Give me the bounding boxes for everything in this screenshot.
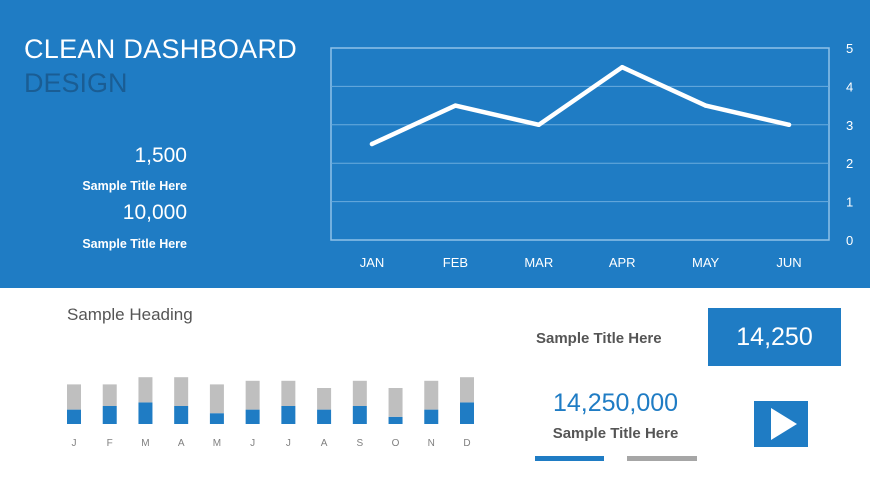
bar-segment-gray — [460, 377, 474, 403]
y-tick-label: 0 — [846, 233, 853, 248]
bar-segment-blue — [102, 406, 117, 424]
bar-segment-gray — [102, 384, 117, 406]
data-point — [703, 103, 708, 108]
x-tick-label: JUN — [776, 255, 801, 270]
y-tick-label: 1 — [846, 195, 853, 210]
month-label: N — [428, 438, 435, 449]
bar-segment-blue — [245, 409, 260, 424]
big-number: 14,250,000 — [552, 389, 679, 417]
kpi-value-1: 1,500 — [134, 144, 187, 167]
bar-segment-blue — [352, 406, 367, 424]
bar-segment-blue — [388, 416, 403, 424]
bar-segment-blue — [67, 409, 81, 424]
month-label: J — [72, 438, 77, 449]
dashboard-title: CLEAN DASHBOARD — [24, 34, 298, 64]
bar-segment-gray — [388, 388, 403, 417]
month-label: J — [250, 438, 255, 449]
bar-segment-blue — [281, 406, 296, 424]
bar-segment-blue — [460, 402, 474, 424]
plot-frame — [330, 47, 830, 241]
bar-segment-gray — [317, 388, 332, 410]
bar-segment-gray — [424, 380, 439, 410]
y-tick-label: 3 — [846, 118, 853, 133]
bar-segment-blue — [209, 413, 224, 424]
month-label: M — [213, 438, 221, 449]
data-point — [536, 122, 541, 128]
y-tick-label: 2 — [846, 156, 853, 171]
big-number-label: Sample Title Here — [552, 425, 679, 442]
x-tick-label: FEB — [443, 255, 468, 270]
bar-segment-gray — [67, 384, 81, 410]
dashboard-subtitle: DESIGN — [24, 68, 128, 98]
play-button[interactable] — [754, 401, 808, 447]
line-chart: 0 1 2 3 4 5 JAN FEB MAR APR MAY JUN — [330, 41, 853, 270]
side-title: Sample Title Here — [536, 330, 662, 347]
bar-segment-gray — [245, 380, 260, 410]
bar-segment-blue — [138, 402, 153, 424]
data-point — [369, 141, 375, 147]
bar-segment-gray — [138, 377, 153, 403]
y-tick-label: 4 — [846, 79, 853, 94]
bar-segment-gray — [209, 384, 224, 414]
data-point — [786, 122, 792, 128]
kpi-label-2: Sample Title Here — [82, 237, 187, 251]
gray-divider — [627, 456, 697, 461]
x-tick-label: MAY — [692, 255, 720, 270]
month-label: O — [392, 438, 400, 449]
month-label: D — [463, 438, 470, 449]
bar-segment-blue — [317, 409, 332, 424]
data-point — [620, 65, 625, 70]
value-box-text: 14,250 — [736, 322, 813, 351]
bar-segment-gray — [352, 380, 367, 406]
month-label: J — [286, 438, 291, 449]
month-label: M — [141, 438, 149, 449]
y-tick-label: 5 — [846, 41, 853, 56]
bar-segment-gray — [174, 377, 189, 406]
x-tick-label: MAR — [524, 255, 553, 270]
bottom-heading: Sample Heading — [67, 305, 193, 324]
month-label: A — [178, 438, 185, 449]
bar-segment-gray — [281, 380, 296, 406]
value-box: 14,250 — [708, 308, 841, 366]
kpi-value-2: 10,000 — [122, 201, 187, 224]
play-icon — [771, 408, 797, 440]
x-tick-label: APR — [609, 255, 636, 270]
x-tick-label: JAN — [360, 255, 385, 270]
bar-segment-blue — [174, 406, 189, 424]
bar-segment-blue — [424, 409, 439, 424]
month-label: F — [107, 438, 113, 449]
data-point — [453, 103, 458, 108]
blue-divider — [535, 456, 604, 461]
month-label: S — [356, 438, 363, 449]
kpi-label-1: Sample Title Here — [82, 179, 187, 193]
series-line — [369, 64, 792, 147]
month-label: A — [321, 438, 328, 449]
